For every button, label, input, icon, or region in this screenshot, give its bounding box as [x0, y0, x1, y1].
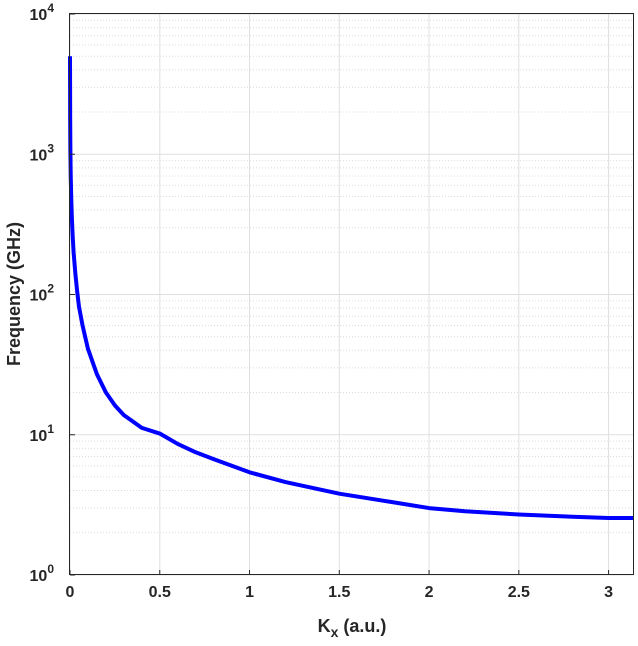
x-axis-label: Kx (a.u.)	[318, 616, 387, 640]
y-tick-label: 102	[30, 282, 55, 305]
x-tick-label: 2.5	[508, 584, 530, 601]
plot-area	[68, 56, 634, 520]
y-axis-label: Frequency (GHz)	[4, 222, 24, 366]
x-tick-label: 2	[425, 584, 434, 601]
series-line	[68, 56, 634, 520]
x-tick-label: 0	[66, 584, 75, 601]
y-tick-label: 104	[30, 1, 55, 24]
x-tick-label: 0.5	[149, 584, 171, 601]
x-tick-label: 1.5	[328, 584, 350, 601]
axes-box	[69, 13, 634, 575]
x-tick-label: 3	[604, 584, 613, 601]
x-axis: 0 0.5 1 1.5 2 2.5 3	[66, 570, 613, 601]
y-tick-label: 103	[30, 141, 55, 164]
y-tick-label: 100	[30, 562, 55, 585]
y-axis: 100 101 102 103 104	[30, 1, 75, 585]
grid	[69, 13, 634, 576]
y-tick-label: 101	[30, 422, 55, 445]
x-tick-label: 1	[245, 584, 254, 601]
